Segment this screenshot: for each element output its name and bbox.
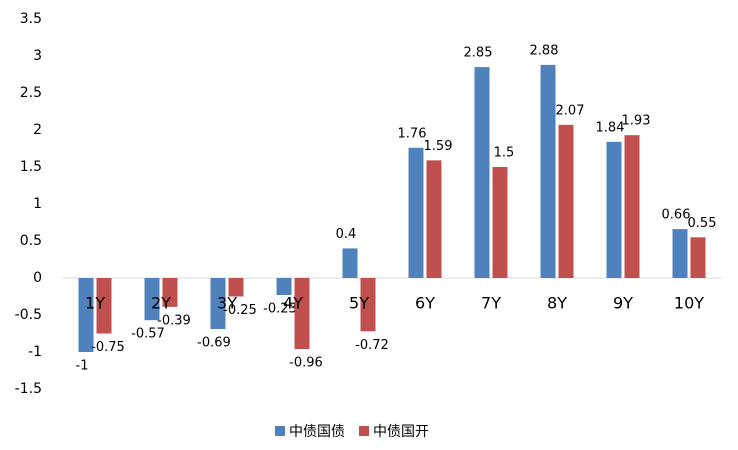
bar	[408, 147, 424, 278]
x-tick-label: 5Y	[349, 294, 369, 313]
y-tick-label: 3	[33, 48, 42, 64]
bar	[426, 160, 442, 278]
bar	[672, 229, 688, 278]
value-label: -1	[76, 359, 89, 374]
y-tick-label: 2.5	[20, 85, 42, 101]
value-label: 0.66	[662, 208, 691, 223]
value-label: 1.84	[596, 120, 625, 135]
y-tick-label: 2	[33, 122, 42, 138]
y-tick-label: -1.5	[15, 381, 42, 397]
bar	[294, 278, 310, 350]
y-tick-label: -1	[28, 344, 42, 360]
bar	[690, 237, 706, 278]
y-tick-label: 1	[33, 196, 42, 212]
value-label: -0.72	[355, 338, 389, 353]
value-label: -0.25	[223, 303, 257, 318]
x-tick-label: 8Y	[547, 294, 567, 313]
bar	[96, 278, 112, 334]
value-label: 0.55	[688, 216, 717, 231]
legend-swatch	[275, 426, 285, 436]
bar	[162, 278, 178, 307]
legend-label: 中债国债	[289, 424, 345, 440]
value-label: -0.75	[91, 340, 125, 355]
legend-label: 中债国开	[373, 424, 429, 440]
bar	[474, 67, 490, 278]
bar	[210, 278, 226, 330]
x-tick-label: 4Y	[283, 294, 303, 313]
value-label: -0.57	[131, 327, 165, 342]
value-label: 2.85	[464, 46, 493, 61]
y-tick-label: 3.5	[20, 11, 42, 27]
bar	[540, 64, 556, 278]
x-tick-label: 7Y	[481, 294, 501, 313]
value-label: 2.07	[556, 103, 585, 118]
y-tick-label: 1.5	[20, 159, 42, 175]
x-tick-label: 10Y	[674, 294, 704, 313]
bar	[606, 141, 622, 278]
y-tick-label: 0	[33, 270, 42, 286]
x-tick-label: 3Y	[217, 294, 237, 313]
x-tick-label: 2Y	[151, 294, 171, 313]
legend-swatch	[359, 426, 369, 436]
value-label: -0.69	[197, 336, 231, 351]
value-label: 1.59	[424, 139, 453, 154]
x-tick-label: 1Y	[85, 294, 105, 313]
bar	[78, 278, 94, 352]
y-tick-label: -0.5	[15, 307, 42, 323]
value-label: -0.23	[263, 302, 297, 317]
value-label: 1.93	[622, 114, 651, 129]
bar	[276, 278, 292, 296]
bar	[492, 167, 508, 278]
bar	[624, 135, 640, 278]
bar	[342, 248, 358, 278]
x-tick-label: 9Y	[613, 294, 633, 313]
x-tick-label: 6Y	[415, 294, 435, 313]
value-label: 2.88	[530, 43, 559, 58]
value-label: 0.4	[336, 227, 357, 242]
bar	[228, 278, 244, 297]
bar	[558, 124, 574, 278]
bar	[144, 278, 160, 321]
bar	[360, 278, 376, 332]
value-label: 1.76	[398, 126, 427, 141]
y-tick-label: 0.5	[20, 233, 42, 249]
value-label: 1.5	[494, 146, 515, 161]
value-label: -0.96	[289, 356, 323, 371]
value-label: -0.39	[157, 313, 191, 328]
